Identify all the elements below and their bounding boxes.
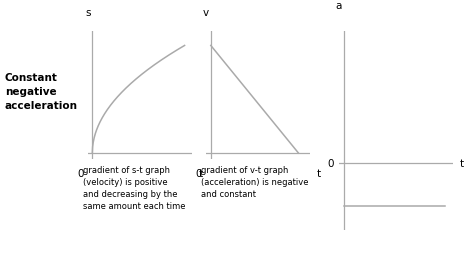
Text: s: s <box>85 8 91 18</box>
Text: 0: 0 <box>328 158 334 168</box>
Text: v: v <box>203 8 209 18</box>
Text: t: t <box>317 169 321 179</box>
Text: gradient of s-t graph
(velocity) is positive
and decreasing by the
same amount e: gradient of s-t graph (velocity) is posi… <box>83 166 185 211</box>
Text: t: t <box>198 169 202 179</box>
Text: a: a <box>336 1 342 11</box>
Text: gradient of v-t graph
(acceleration) is negative
and constant: gradient of v-t graph (acceleration) is … <box>201 166 309 199</box>
Text: Constant
negative
acceleration: Constant negative acceleration <box>5 73 78 111</box>
Text: 0: 0 <box>77 169 83 179</box>
Text: 0: 0 <box>196 169 202 179</box>
Text: t: t <box>460 158 464 168</box>
